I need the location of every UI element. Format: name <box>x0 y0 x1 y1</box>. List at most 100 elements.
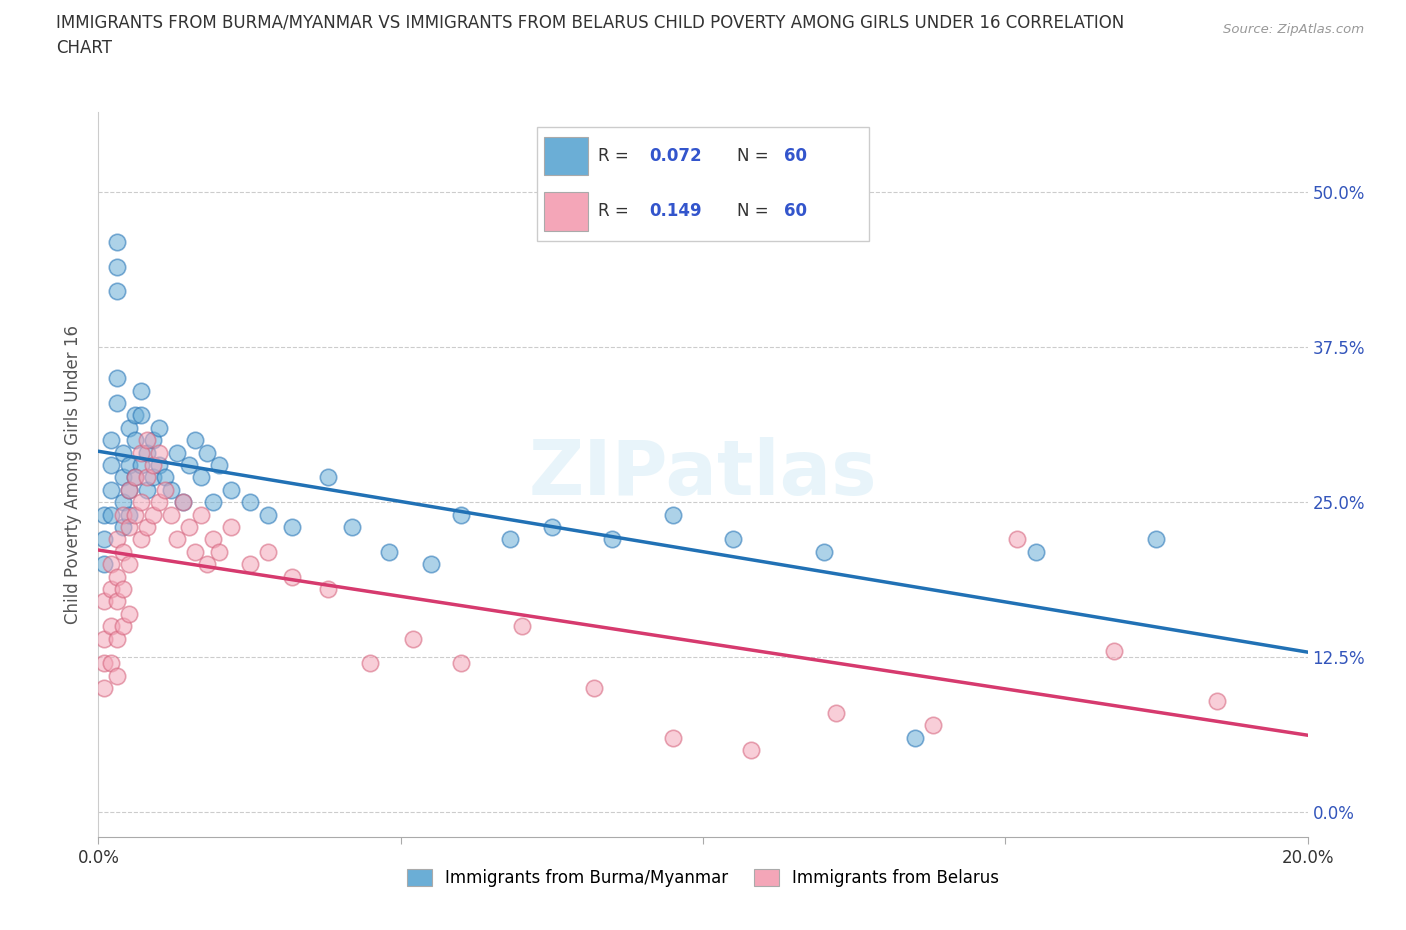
Point <box>129 458 152 472</box>
Point <box>377 544 399 559</box>
Point <box>208 544 231 559</box>
Point <box>281 520 304 535</box>
Point <box>111 445 134 460</box>
Text: CHART: CHART <box>56 39 112 57</box>
Point <box>124 432 146 447</box>
Point <box>281 569 304 584</box>
Point <box>118 483 141 498</box>
Point <box>498 532 520 547</box>
Point <box>602 532 624 547</box>
Point <box>93 532 115 547</box>
Point <box>118 606 141 621</box>
Point <box>111 495 134 510</box>
Point <box>740 743 762 758</box>
Point <box>420 557 443 572</box>
Point <box>172 495 194 510</box>
Point <box>100 557 122 572</box>
Legend: Immigrants from Burma/Myanmar, Immigrants from Belarus: Immigrants from Burma/Myanmar, Immigrant… <box>401 862 1005 894</box>
Point <box>166 532 188 547</box>
Point <box>316 581 339 596</box>
Point <box>1144 532 1167 547</box>
Point <box>142 470 165 485</box>
Point <box>105 631 128 646</box>
Point <box>100 483 122 498</box>
Point <box>135 470 157 485</box>
Point <box>100 581 122 596</box>
Point <box>360 656 382 671</box>
Point <box>540 520 562 535</box>
Point <box>1102 644 1125 658</box>
Point <box>129 495 152 510</box>
Point <box>342 520 364 535</box>
Point <box>402 631 425 646</box>
Point <box>135 520 157 535</box>
Point <box>179 458 201 472</box>
Point <box>135 432 157 447</box>
Point <box>1007 532 1029 547</box>
Point <box>148 495 170 510</box>
Point <box>153 470 176 485</box>
Point <box>105 234 128 249</box>
Point <box>111 507 134 522</box>
Point <box>124 408 146 423</box>
Point <box>118 520 141 535</box>
Point <box>450 507 472 522</box>
Point <box>93 656 115 671</box>
Point <box>190 507 212 522</box>
Point <box>239 557 262 572</box>
Point <box>142 458 165 472</box>
Point <box>661 507 683 522</box>
Point <box>100 458 122 472</box>
Point <box>184 432 207 447</box>
Point <box>190 470 212 485</box>
Point <box>316 470 339 485</box>
Point <box>105 284 128 299</box>
Point <box>142 507 165 522</box>
Point <box>118 458 141 472</box>
Text: ZIPatlas: ZIPatlas <box>529 437 877 512</box>
Point <box>124 507 146 522</box>
Point <box>450 656 472 671</box>
Point <box>100 618 122 633</box>
Point <box>129 532 152 547</box>
Point <box>93 557 115 572</box>
Point <box>100 432 122 447</box>
Point <box>93 631 115 646</box>
Point <box>111 470 134 485</box>
Point <box>124 470 146 485</box>
Point <box>124 470 146 485</box>
Point <box>1024 544 1046 559</box>
Point <box>813 544 835 559</box>
Point <box>179 520 201 535</box>
Point <box>105 532 128 547</box>
Y-axis label: Child Poverty Among Girls Under 16: Child Poverty Among Girls Under 16 <box>65 325 83 624</box>
Point <box>135 483 157 498</box>
Point <box>904 730 927 745</box>
Point <box>256 507 278 522</box>
Point <box>148 458 170 472</box>
Point <box>100 507 122 522</box>
Point <box>921 718 943 733</box>
Point <box>160 507 183 522</box>
Point <box>135 445 157 460</box>
Point <box>129 445 152 460</box>
Point <box>111 544 134 559</box>
Point <box>129 408 152 423</box>
Point <box>105 259 128 274</box>
Point <box>118 507 141 522</box>
Point <box>118 483 141 498</box>
Point <box>105 594 128 609</box>
Point <box>184 544 207 559</box>
Point <box>142 432 165 447</box>
Point <box>118 420 141 435</box>
Point <box>111 618 134 633</box>
Point <box>723 532 745 547</box>
Point <box>105 395 128 410</box>
Point <box>825 706 848 721</box>
Text: Source: ZipAtlas.com: Source: ZipAtlas.com <box>1223 23 1364 36</box>
Point <box>105 569 128 584</box>
Text: IMMIGRANTS FROM BURMA/MYANMAR VS IMMIGRANTS FROM BELARUS CHILD POVERTY AMONG GIR: IMMIGRANTS FROM BURMA/MYANMAR VS IMMIGRA… <box>56 14 1125 32</box>
Point <box>148 445 170 460</box>
Point <box>148 420 170 435</box>
Point <box>93 507 115 522</box>
